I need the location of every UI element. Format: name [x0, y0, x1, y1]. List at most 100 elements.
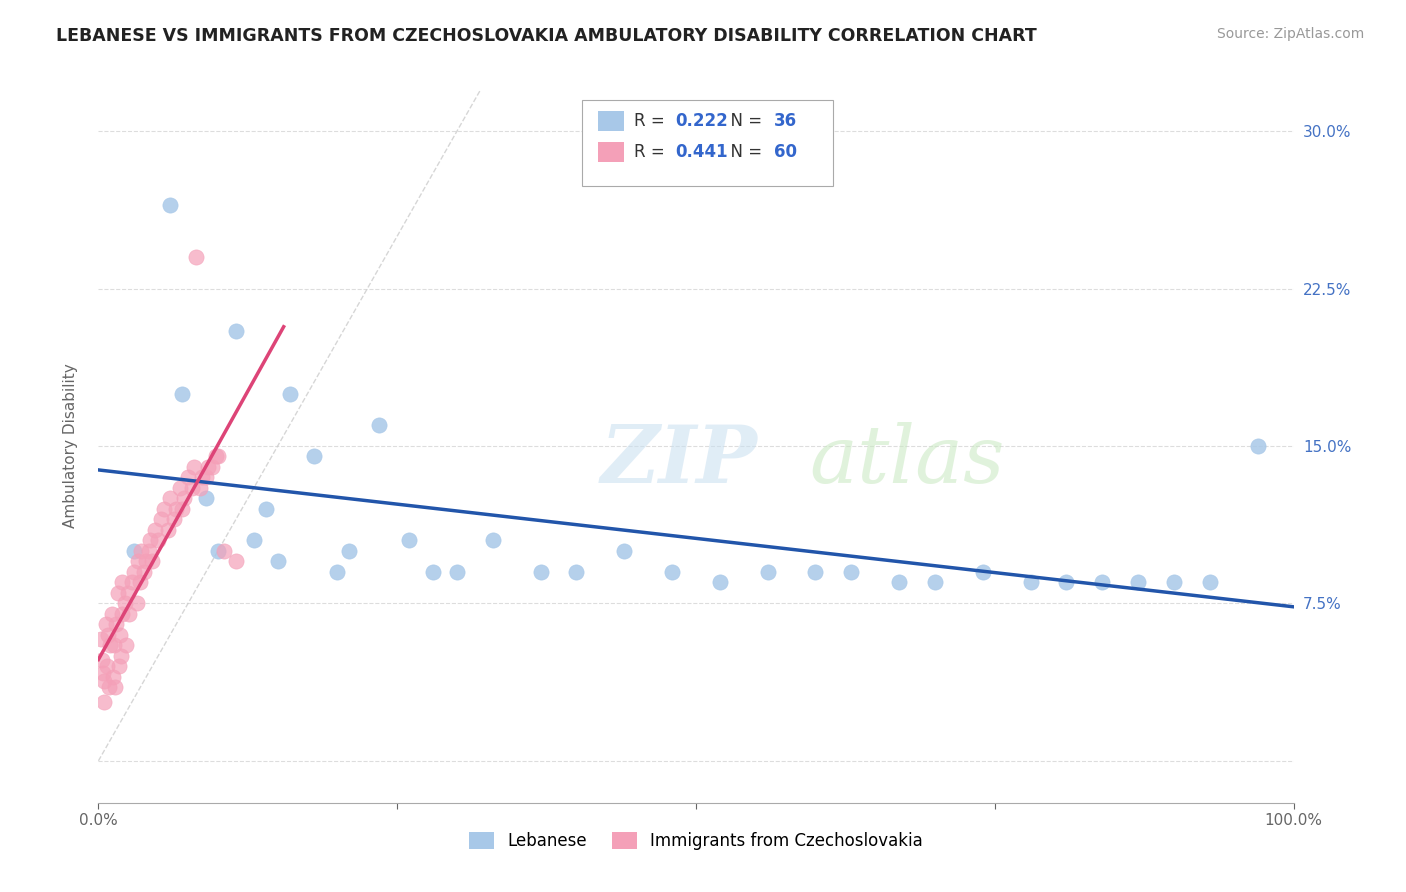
Text: N =: N = — [720, 112, 768, 129]
Point — [326, 565, 349, 579]
Point — [446, 565, 468, 579]
Point — [267, 554, 290, 568]
Text: 0.222: 0.222 — [676, 112, 728, 129]
Point — [756, 565, 779, 579]
Text: atlas: atlas — [810, 422, 1005, 499]
Point — [169, 481, 191, 495]
Point — [924, 575, 946, 590]
Point — [197, 460, 219, 475]
FancyBboxPatch shape — [598, 111, 624, 130]
Point — [180, 481, 202, 495]
Text: R =: R = — [634, 143, 669, 161]
Point — [173, 491, 195, 506]
Point — [138, 544, 160, 558]
Point — [117, 586, 139, 600]
Point — [115, 639, 138, 653]
Point — [530, 565, 553, 579]
Point — [972, 565, 994, 579]
Point — [104, 681, 127, 695]
Point — [201, 460, 224, 475]
Point — [225, 324, 247, 338]
Point — [204, 450, 226, 464]
Legend: Lebanese, Immigrants from Czechoslovakia: Lebanese, Immigrants from Czechoslovakia — [461, 824, 931, 859]
Point — [195, 491, 218, 506]
Point — [110, 648, 132, 663]
Text: ZIP: ZIP — [600, 422, 758, 499]
Point — [103, 639, 125, 653]
Point — [565, 565, 588, 579]
Point — [163, 512, 186, 526]
Point — [339, 544, 361, 558]
Point — [207, 544, 229, 558]
Point — [709, 575, 731, 590]
Text: 0.441: 0.441 — [676, 143, 728, 161]
Point — [186, 250, 208, 264]
Point — [135, 554, 157, 568]
Point — [1056, 575, 1078, 590]
Point — [108, 628, 131, 642]
Point — [254, 502, 277, 516]
Point — [191, 470, 214, 484]
Point — [105, 617, 128, 632]
Point — [131, 544, 153, 558]
Point — [195, 470, 218, 484]
Point — [278, 386, 301, 401]
Text: 36: 36 — [773, 112, 797, 129]
Point — [165, 502, 187, 516]
Point — [90, 632, 112, 646]
Point — [124, 544, 146, 558]
Point — [149, 512, 172, 526]
Point — [93, 695, 115, 709]
Point — [212, 544, 235, 558]
Y-axis label: Ambulatory Disability: Ambulatory Disability — [63, 364, 77, 528]
Point — [481, 533, 505, 548]
Point — [159, 197, 181, 211]
Point — [93, 674, 115, 689]
Point — [368, 417, 391, 432]
Point — [156, 523, 179, 537]
Point — [118, 607, 141, 621]
Point — [94, 617, 117, 632]
Point — [172, 502, 194, 516]
Text: N =: N = — [720, 143, 768, 161]
Point — [422, 565, 444, 579]
Point — [1163, 575, 1185, 590]
Point — [302, 450, 325, 464]
Point — [127, 554, 149, 568]
Point — [841, 565, 863, 579]
Point — [889, 575, 911, 590]
Point — [91, 653, 114, 667]
Point — [243, 533, 266, 548]
Point — [1019, 575, 1042, 590]
FancyBboxPatch shape — [598, 142, 624, 162]
Point — [121, 575, 143, 590]
Point — [613, 544, 636, 558]
Point — [129, 575, 152, 590]
Point — [661, 565, 683, 579]
Point — [159, 491, 181, 506]
Point — [177, 470, 200, 484]
Point — [143, 523, 166, 537]
Text: R =: R = — [634, 112, 669, 129]
Text: LEBANESE VS IMMIGRANTS FROM CZECHOSLOVAKIA AMBULATORY DISABILITY CORRELATION CHA: LEBANESE VS IMMIGRANTS FROM CZECHOSLOVAK… — [56, 27, 1038, 45]
Point — [107, 659, 129, 673]
Point — [139, 533, 162, 548]
Point — [1247, 439, 1270, 453]
Point — [153, 502, 176, 516]
Text: 60: 60 — [773, 143, 797, 161]
Point — [141, 554, 163, 568]
Point — [183, 460, 205, 475]
Point — [101, 670, 124, 684]
Point — [97, 628, 120, 642]
Point — [804, 565, 827, 579]
Point — [225, 554, 247, 568]
FancyBboxPatch shape — [582, 100, 834, 186]
Point — [111, 607, 134, 621]
Point — [1199, 575, 1222, 590]
Point — [132, 565, 155, 579]
Point — [114, 596, 136, 610]
Point — [207, 450, 229, 464]
Point — [1128, 575, 1150, 590]
Point — [107, 586, 129, 600]
Point — [98, 639, 122, 653]
